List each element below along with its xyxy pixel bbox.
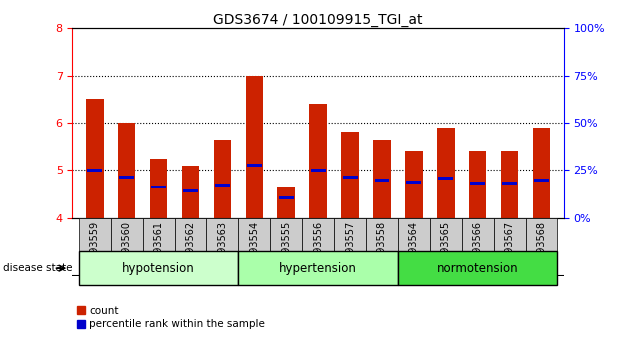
Bar bbox=[238, 251, 398, 285]
Bar bbox=[430, 218, 462, 276]
Bar bbox=[150, 159, 168, 218]
Text: GSM493560: GSM493560 bbox=[122, 221, 132, 280]
Bar bbox=[118, 123, 135, 218]
Text: GSM493565: GSM493565 bbox=[441, 221, 451, 280]
Text: GSM493558: GSM493558 bbox=[377, 221, 387, 280]
Bar bbox=[207, 218, 238, 276]
Bar bbox=[470, 182, 485, 185]
Bar bbox=[119, 176, 134, 179]
Bar bbox=[494, 218, 525, 276]
Bar bbox=[525, 218, 558, 276]
Bar bbox=[534, 179, 549, 182]
Bar bbox=[79, 218, 111, 276]
Bar bbox=[270, 218, 302, 276]
Bar bbox=[373, 139, 391, 218]
Text: GSM493554: GSM493554 bbox=[249, 221, 260, 280]
Text: GSM493568: GSM493568 bbox=[537, 221, 546, 280]
Bar bbox=[374, 179, 389, 182]
Bar bbox=[238, 218, 270, 276]
Bar bbox=[142, 218, 175, 276]
Bar bbox=[175, 218, 207, 276]
Legend: count, percentile rank within the sample: count, percentile rank within the sample bbox=[77, 306, 265, 329]
Bar bbox=[366, 218, 398, 276]
Bar bbox=[341, 132, 359, 218]
Bar bbox=[462, 218, 494, 276]
Bar bbox=[214, 139, 231, 218]
Title: GDS3674 / 100109915_TGI_at: GDS3674 / 100109915_TGI_at bbox=[214, 13, 423, 27]
Bar bbox=[405, 152, 423, 218]
Bar bbox=[502, 182, 517, 185]
Bar bbox=[88, 169, 102, 172]
Text: normotension: normotension bbox=[437, 262, 518, 275]
Bar bbox=[469, 152, 486, 218]
Text: hypertension: hypertension bbox=[279, 262, 357, 275]
Text: GSM493566: GSM493566 bbox=[472, 221, 483, 280]
Text: GSM493564: GSM493564 bbox=[409, 221, 419, 280]
Bar bbox=[111, 218, 142, 276]
Bar bbox=[533, 128, 550, 218]
Text: GSM493556: GSM493556 bbox=[313, 221, 323, 280]
Bar bbox=[398, 218, 430, 276]
Text: GSM493562: GSM493562 bbox=[185, 221, 195, 280]
Bar bbox=[343, 176, 357, 179]
Bar bbox=[309, 104, 327, 218]
Bar bbox=[438, 177, 453, 180]
Bar bbox=[279, 196, 294, 199]
Bar bbox=[437, 128, 455, 218]
Bar bbox=[334, 218, 366, 276]
Text: GSM493567: GSM493567 bbox=[505, 221, 515, 280]
Bar bbox=[311, 169, 326, 172]
Bar bbox=[246, 76, 263, 218]
Bar bbox=[181, 166, 199, 218]
Text: GSM493555: GSM493555 bbox=[281, 221, 291, 280]
Bar bbox=[86, 99, 103, 218]
Bar bbox=[215, 184, 230, 187]
Text: disease state: disease state bbox=[3, 263, 72, 273]
Text: GSM493561: GSM493561 bbox=[154, 221, 164, 280]
Text: GSM493559: GSM493559 bbox=[90, 221, 100, 280]
Bar bbox=[406, 181, 421, 184]
Bar bbox=[247, 164, 262, 167]
Text: GSM493563: GSM493563 bbox=[217, 221, 227, 280]
Bar bbox=[501, 152, 518, 218]
Text: hypotension: hypotension bbox=[122, 262, 195, 275]
Bar bbox=[302, 218, 334, 276]
Bar bbox=[398, 251, 558, 285]
Bar bbox=[151, 185, 166, 188]
Text: GSM493557: GSM493557 bbox=[345, 221, 355, 280]
Bar bbox=[277, 187, 295, 218]
Bar bbox=[79, 251, 238, 285]
Bar bbox=[183, 189, 198, 192]
